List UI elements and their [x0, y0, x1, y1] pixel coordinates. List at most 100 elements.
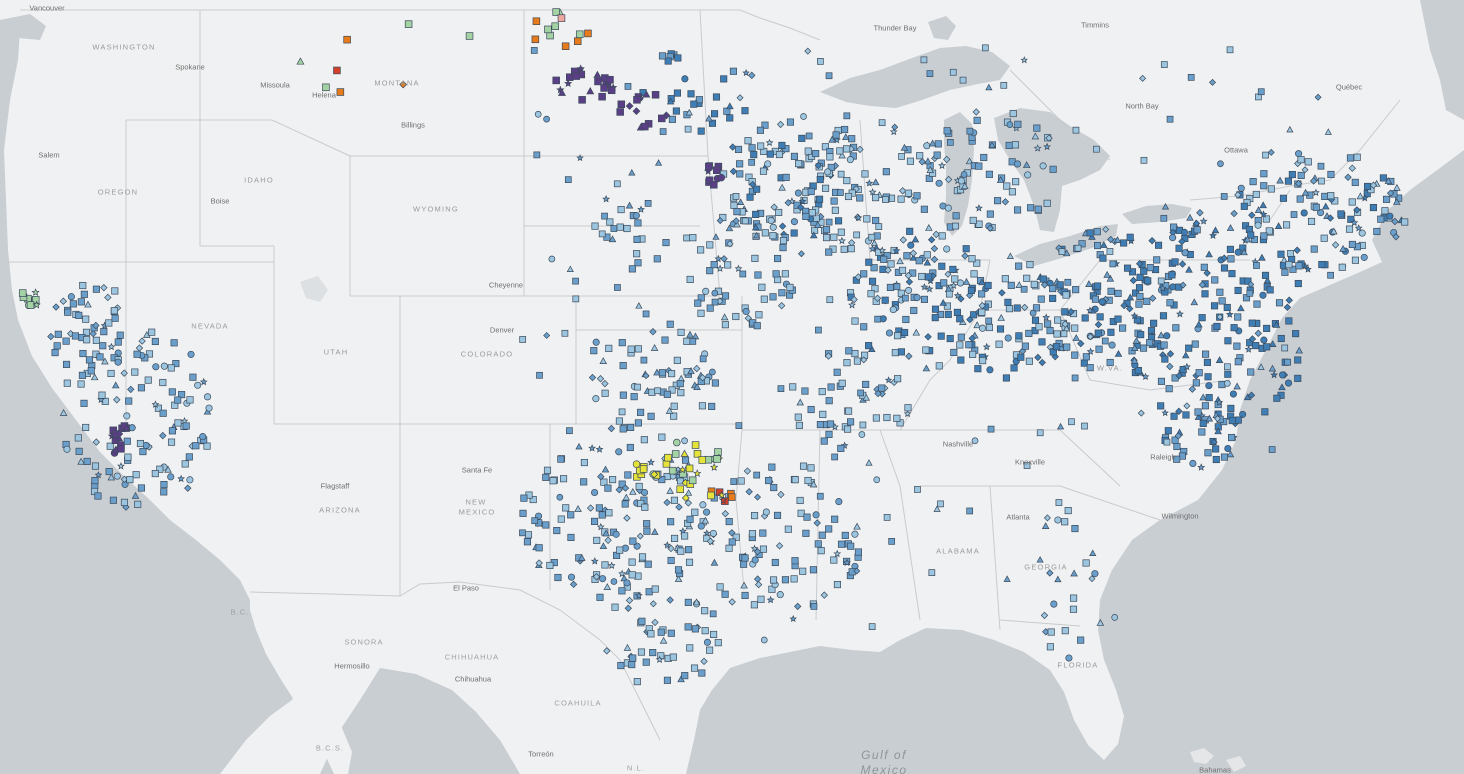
site-marker-square[interactable] — [1307, 217, 1316, 226]
site-marker-square[interactable] — [1020, 285, 1028, 293]
site-marker-square[interactable] — [139, 448, 147, 456]
site-marker-square[interactable] — [1069, 605, 1078, 613]
site-marker-triangle[interactable] — [1190, 298, 1199, 306]
site-marker-square[interactable] — [1004, 298, 1012, 306]
site-marker-square[interactable] — [713, 455, 721, 463]
site-marker-square[interactable] — [944, 310, 952, 318]
site-marker-square[interactable] — [897, 348, 905, 356]
site-marker-triangle[interactable] — [1257, 363, 1265, 370]
site-marker-square[interactable] — [80, 290, 88, 298]
site-marker-triangle[interactable] — [1301, 188, 1310, 196]
site-marker-square[interactable] — [1135, 300, 1143, 308]
site-marker-square[interactable] — [531, 35, 540, 44]
site-marker-square[interactable] — [754, 271, 762, 279]
site-marker-square[interactable] — [761, 121, 769, 129]
site-marker-diamond[interactable] — [778, 222, 787, 230]
site-marker-circle[interactable] — [1169, 283, 1177, 291]
site-marker-square[interactable] — [63, 379, 71, 387]
site-marker-diamond[interactable] — [777, 490, 785, 499]
site-marker-diamond[interactable] — [905, 278, 914, 286]
site-marker-square[interactable] — [1205, 394, 1213, 402]
site-marker-square[interactable] — [1317, 162, 1325, 170]
site-marker-circle[interactable] — [960, 171, 968, 178]
site-marker-square[interactable] — [624, 471, 632, 479]
site-marker-square[interactable] — [74, 434, 82, 442]
site-marker-triangle[interactable] — [111, 381, 120, 389]
site-marker-square[interactable] — [531, 517, 539, 525]
site-marker-square[interactable] — [1304, 158, 1312, 166]
site-marker-square[interactable] — [617, 100, 626, 109]
site-marker-square[interactable] — [995, 340, 1003, 348]
site-marker-square[interactable] — [1137, 331, 1145, 339]
site-marker-square[interactable] — [933, 151, 941, 159]
site-marker-diamond[interactable] — [1309, 177, 1318, 185]
site-marker-square[interactable] — [616, 108, 624, 116]
site-marker-square[interactable] — [732, 533, 740, 541]
site-marker-square[interactable] — [594, 77, 602, 86]
site-marker-diamond[interactable] — [753, 548, 762, 556]
site-marker-square[interactable] — [667, 518, 675, 526]
site-marker-circle[interactable] — [152, 363, 160, 371]
site-marker-square[interactable] — [714, 448, 722, 456]
site-marker-circle[interactable] — [1163, 332, 1171, 340]
site-marker-square[interactable] — [881, 296, 889, 304]
site-marker-square[interactable] — [751, 254, 759, 262]
site-marker-square[interactable] — [711, 110, 719, 118]
site-marker-square[interactable] — [1242, 222, 1250, 230]
site-marker-square[interactable] — [830, 233, 838, 241]
site-marker-square[interactable] — [831, 453, 839, 461]
site-marker-diamond[interactable] — [693, 364, 701, 373]
site-marker-square[interactable] — [1008, 188, 1016, 196]
site-marker-square[interactable] — [721, 590, 729, 598]
site-marker-square[interactable] — [1312, 203, 1320, 211]
site-marker-star[interactable] — [177, 474, 186, 483]
site-marker-circle[interactable] — [1065, 654, 1073, 662]
site-marker-circle[interactable] — [944, 204, 952, 212]
site-marker-square[interactable] — [134, 500, 142, 508]
site-marker-square[interactable] — [670, 402, 678, 410]
site-marker-square[interactable] — [628, 661, 636, 669]
site-marker-square[interactable] — [845, 407, 853, 415]
site-marker-square[interactable] — [868, 623, 876, 630]
site-marker-square[interactable] — [790, 229, 798, 237]
site-marker-diamond[interactable] — [856, 145, 864, 154]
site-marker-diamond[interactable] — [1331, 241, 1340, 249]
site-marker-square[interactable] — [601, 561, 609, 569]
site-marker-star[interactable] — [868, 244, 877, 253]
site-marker-square[interactable] — [1086, 229, 1094, 237]
site-marker-circle[interactable] — [760, 636, 768, 644]
site-marker-star[interactable] — [865, 179, 874, 187]
site-marker-triangle[interactable] — [1276, 176, 1284, 184]
site-marker-square[interactable] — [404, 20, 413, 28]
site-marker-star[interactable] — [832, 135, 841, 144]
site-marker-diamond[interactable] — [797, 203, 805, 211]
site-marker-diamond[interactable] — [399, 80, 408, 89]
site-marker-diamond[interactable] — [1067, 308, 1075, 316]
site-marker-triangle[interactable] — [912, 328, 921, 336]
site-marker-square[interactable] — [833, 581, 841, 589]
site-marker-square[interactable] — [1295, 262, 1303, 270]
site-marker-square[interactable] — [638, 617, 646, 625]
site-marker-triangle[interactable] — [599, 542, 608, 550]
site-marker-diamond[interactable] — [927, 236, 936, 244]
site-marker-diamond[interactable] — [586, 504, 595, 512]
site-marker-square[interactable] — [1082, 559, 1090, 567]
site-marker-square[interactable] — [519, 509, 527, 517]
site-marker-diamond[interactable] — [588, 373, 597, 382]
site-marker-square[interactable] — [1064, 278, 1072, 286]
site-marker-square[interactable] — [77, 298, 85, 306]
site-marker-diamond[interactable] — [930, 244, 939, 253]
site-marker-square[interactable] — [741, 591, 749, 599]
site-marker-diamond[interactable] — [603, 647, 611, 655]
site-marker-triangle[interactable] — [862, 393, 871, 401]
site-marker-circle[interactable] — [885, 329, 894, 337]
site-marker-square[interactable] — [795, 421, 803, 429]
site-marker-square[interactable] — [777, 385, 785, 393]
site-marker-diamond[interactable] — [52, 303, 60, 311]
site-marker-square[interactable] — [859, 421, 867, 429]
site-marker-diamond[interactable] — [748, 71, 756, 80]
site-marker-circle[interactable] — [1180, 228, 1189, 236]
site-marker-diamond[interactable] — [1166, 362, 1174, 371]
site-marker-square[interactable] — [929, 169, 937, 177]
site-marker-diamond[interactable] — [824, 352, 833, 360]
